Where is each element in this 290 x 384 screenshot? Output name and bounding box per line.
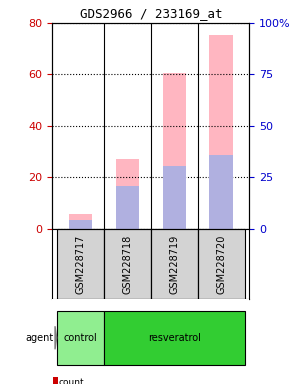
Bar [104,228,151,299]
Bar [209,35,233,228]
Bar [116,186,139,228]
Text: GSM228718: GSM228718 [122,234,132,293]
Bar [162,73,186,228]
Bar [151,228,198,299]
Bar [53,377,58,384]
Bar [116,159,139,228]
Bar [198,228,245,299]
Text: count: count [59,378,84,384]
Bar [69,220,92,228]
Bar [162,166,186,228]
Text: GSM228720: GSM228720 [216,234,226,294]
Bar [104,311,245,365]
Text: resveratrol: resveratrol [148,333,201,343]
Text: GSM228717: GSM228717 [75,234,85,294]
Text: GSM228719: GSM228719 [169,234,179,293]
Bar [57,228,104,299]
Bar [209,156,233,228]
Bar [57,311,104,365]
Bar [69,214,92,228]
Title: GDS2966 / 233169_at: GDS2966 / 233169_at [79,7,222,20]
Text: control: control [64,333,97,343]
Text: agent: agent [25,333,54,343]
Polygon shape [55,326,57,349]
